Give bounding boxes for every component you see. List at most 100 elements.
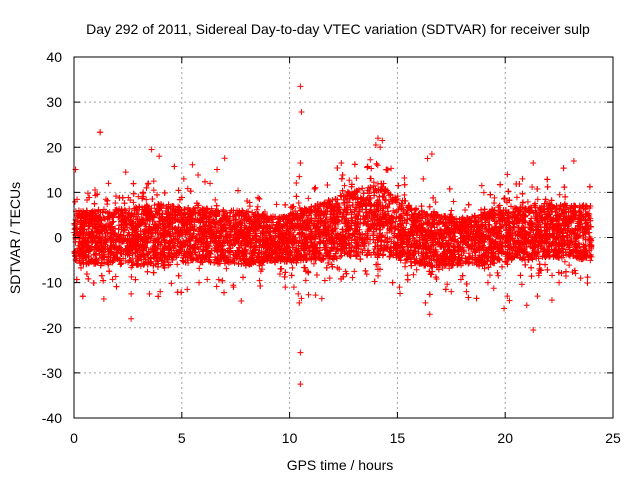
data-point [341, 182, 348, 189]
data-point [235, 261, 242, 268]
data-point [112, 273, 119, 280]
data-point [326, 275, 333, 282]
data-point [125, 194, 132, 201]
data-point [195, 171, 202, 178]
data-point [184, 286, 191, 293]
data-point [495, 272, 502, 279]
data-point [458, 252, 465, 259]
data-point [102, 196, 109, 203]
data-point [100, 295, 107, 302]
data-point [367, 156, 374, 163]
data-point [363, 271, 370, 278]
data-point [442, 237, 449, 244]
data-point [413, 266, 420, 273]
data-point [142, 221, 149, 228]
data-point [246, 199, 253, 206]
data-point [491, 194, 498, 201]
data-point [204, 276, 211, 283]
data-point [494, 269, 501, 276]
data-point [212, 196, 219, 203]
data-point [196, 265, 203, 272]
data-point [501, 305, 508, 312]
data-point [353, 175, 360, 182]
data-point [556, 191, 563, 198]
data-point [338, 252, 345, 259]
data-points [71, 83, 595, 388]
data-point [295, 199, 302, 206]
data-point [213, 283, 220, 290]
data-point [302, 277, 309, 284]
data-point [457, 276, 464, 283]
data-point [513, 194, 520, 201]
data-point [448, 207, 455, 214]
data-point [490, 285, 497, 292]
data-point [391, 209, 398, 216]
data-point [140, 231, 147, 238]
data-point [530, 227, 537, 234]
data-point [427, 222, 434, 229]
data-point [317, 238, 324, 245]
data-point [184, 185, 191, 192]
data-point [549, 272, 556, 279]
data-point [293, 179, 300, 186]
data-point [462, 207, 469, 214]
data-point [534, 196, 541, 203]
data-point [486, 272, 493, 279]
data-point [404, 255, 411, 262]
data-point [348, 237, 355, 244]
data-point [92, 187, 99, 194]
data-point [256, 277, 263, 284]
data-point [305, 291, 312, 298]
data-point [384, 229, 391, 236]
data-point [189, 161, 196, 168]
data-point [289, 264, 296, 271]
data-point [273, 201, 280, 208]
data-point [84, 190, 91, 197]
data-point [137, 263, 144, 270]
data-point [402, 259, 409, 266]
data-point [561, 258, 568, 265]
data-point [207, 180, 214, 187]
data-point [127, 256, 134, 263]
data-point [253, 206, 260, 213]
data-point [174, 261, 181, 268]
data-point [74, 196, 81, 203]
data-point [374, 162, 381, 169]
data-point [265, 246, 272, 253]
data-point [349, 274, 356, 281]
data-point [290, 231, 297, 238]
data-point [337, 253, 344, 260]
data-point [180, 175, 187, 182]
data-point [312, 292, 319, 299]
data-point [432, 199, 439, 206]
data-point [515, 224, 522, 231]
data-point [572, 270, 579, 277]
data-point [518, 281, 525, 288]
data-point [527, 226, 534, 233]
data-point [334, 245, 341, 252]
data-point [112, 193, 119, 200]
data-point [254, 203, 261, 210]
data-point [130, 199, 137, 206]
data-point [128, 273, 135, 280]
data-point [143, 196, 150, 203]
data-point [238, 298, 245, 305]
data-point [529, 184, 536, 191]
data-point [305, 195, 312, 202]
data-point [126, 205, 133, 212]
data-point [135, 193, 142, 200]
data-point [401, 191, 408, 198]
data-point [401, 174, 408, 181]
data-point [566, 262, 573, 269]
data-point [444, 281, 451, 288]
data-point [168, 280, 175, 287]
data-point [480, 189, 487, 196]
data-point [410, 271, 417, 278]
data-point [126, 257, 133, 264]
data-point [318, 295, 325, 302]
data-point [548, 297, 555, 304]
data-point [388, 165, 395, 172]
data-point [383, 197, 390, 204]
